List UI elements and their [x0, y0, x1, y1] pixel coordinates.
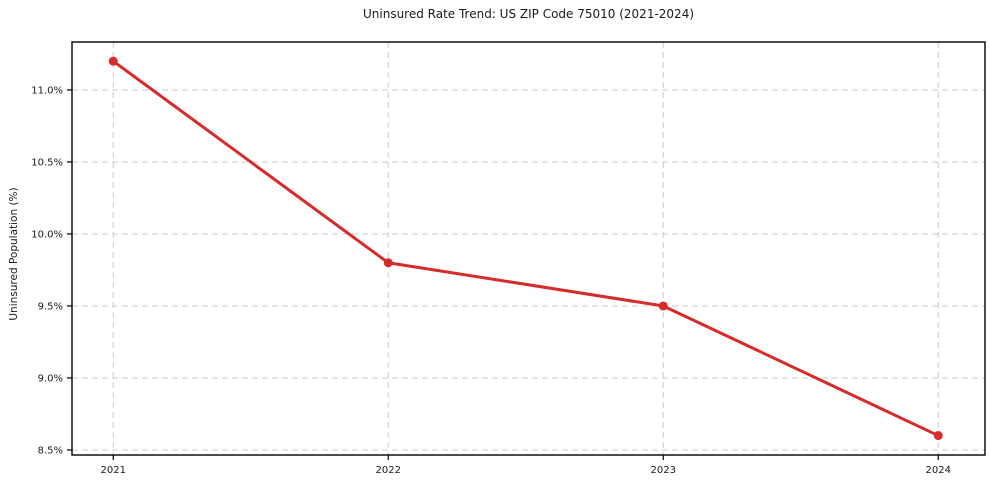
data-point-2021: [108, 56, 118, 66]
y-tick-label: 8.5%: [38, 445, 63, 456]
data-point-2023: [658, 301, 668, 311]
x-tick-label: 2022: [376, 465, 401, 476]
x-tick-label: 2024: [926, 465, 951, 476]
data-point-2022: [383, 258, 393, 268]
y-tick-label: 9.5%: [38, 301, 63, 312]
y-tick-label: 10.5%: [31, 157, 63, 168]
x-tick-label: 2023: [651, 465, 676, 476]
chart-title: Uninsured Rate Trend: US ZIP Code 75010 …: [362, 7, 695, 21]
y-tick-label: 10.0%: [31, 229, 63, 240]
data-point-2024: [933, 431, 943, 441]
x-tick-label: 2021: [101, 465, 126, 476]
y-axis-label-text: Uninsured Population (%): [8, 187, 20, 321]
y-tick-label: 11.0%: [31, 85, 63, 96]
y-tick-label: 9.0%: [38, 373, 63, 384]
trend-line: [111, 59, 940, 438]
plot-border: [71, 41, 986, 456]
